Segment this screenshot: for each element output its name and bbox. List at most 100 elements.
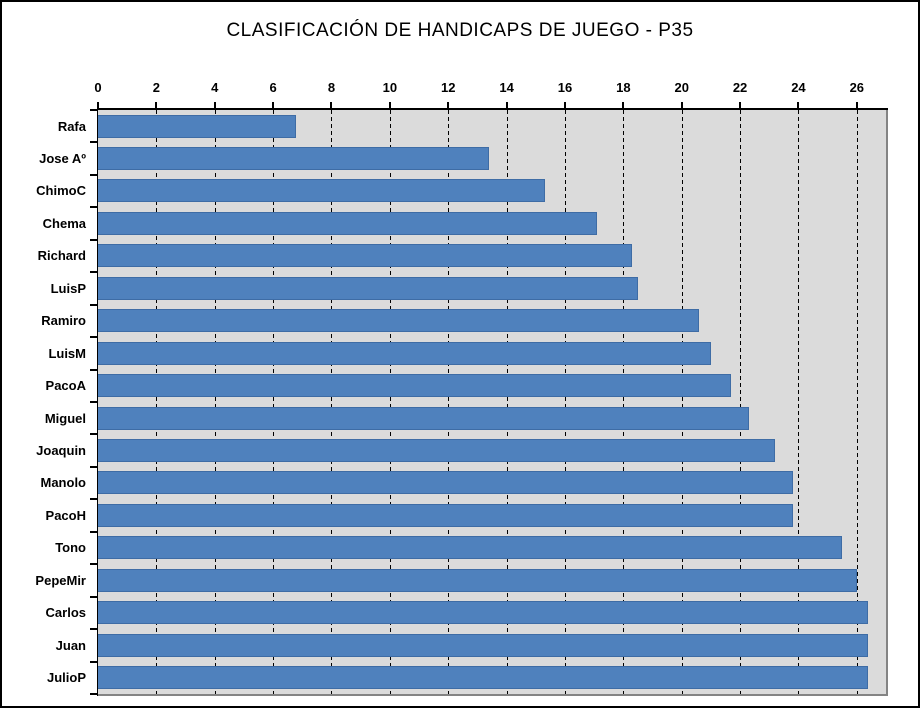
y-axis-tick [90, 238, 97, 241]
x-axis-tick [155, 102, 158, 108]
category-label: Juan [55, 637, 86, 653]
x-axis-tick [739, 102, 742, 108]
y-axis-tick [90, 498, 97, 501]
bar [98, 471, 793, 495]
x-axis-line [97, 108, 888, 110]
x-axis-label: 22 [732, 80, 748, 95]
x-axis-tick [622, 102, 625, 108]
category-label: Joaquin [36, 442, 86, 458]
category-label: JulioP [46, 670, 86, 686]
bar [98, 179, 545, 203]
bar [98, 666, 869, 690]
gridline [798, 110, 800, 694]
category-label: PepeMir [35, 572, 86, 588]
x-axis-label: 10 [382, 80, 398, 95]
x-axis-tick [330, 102, 333, 108]
x-axis-label: 6 [269, 80, 277, 95]
chart-title: CLASIFICACIÓN DE HANDICAPS DE JUEGO - P3… [226, 20, 694, 41]
y-axis-tick [90, 141, 97, 144]
category-label: Manolo [40, 475, 87, 491]
category-label: Ramiro [41, 313, 86, 329]
category-label: Rafa [57, 118, 86, 134]
gridline [273, 110, 275, 694]
bar [98, 211, 598, 235]
y-axis-tick [90, 628, 97, 631]
bar [98, 244, 633, 268]
x-axis-label: 26 [849, 80, 865, 95]
x-axis-label: 14 [499, 80, 514, 95]
category-label: Miguel [44, 410, 86, 426]
x-axis-tick [855, 102, 858, 108]
bar [98, 503, 793, 527]
x-axis-label: 4 [211, 80, 219, 95]
bar [98, 276, 638, 300]
bar [98, 114, 297, 138]
x-axis-tick [447, 102, 450, 108]
bar [98, 146, 490, 170]
x-axis-tick [680, 102, 683, 108]
x-axis-label: 2 [152, 80, 160, 95]
bar [98, 633, 869, 657]
y-axis-tick [90, 660, 97, 663]
gridline [156, 110, 158, 694]
x-axis-label: 20 [674, 80, 689, 95]
x-axis-tick [388, 102, 391, 108]
category-label: Jose Aº [39, 150, 86, 166]
bar [98, 601, 869, 625]
gridline [448, 110, 450, 694]
bar [98, 568, 857, 592]
y-axis-tick [90, 563, 97, 566]
category-label: PacoA [45, 378, 86, 394]
x-axis-tick [213, 102, 216, 108]
x-axis-label: 12 [440, 80, 456, 95]
y-axis-tick [90, 109, 97, 111]
x-axis-label: 0 [94, 80, 102, 95]
y-axis-tick [90, 465, 97, 468]
y-axis-tick [90, 336, 97, 339]
bar [98, 536, 843, 560]
x-axis-tick [272, 102, 275, 108]
category-label: Carlos [45, 605, 86, 621]
x-axis-tick [563, 102, 566, 108]
gridline [506, 110, 508, 694]
category-label: Tono [55, 540, 86, 556]
y-axis-tick [90, 401, 97, 403]
y-axis-tick [90, 530, 97, 533]
x-axis-tick [97, 102, 99, 108]
x-axis-tick [797, 102, 800, 108]
gridline [214, 110, 216, 694]
bar [98, 309, 700, 333]
x-axis-label: 8 [327, 80, 336, 95]
y-axis-tick [90, 595, 97, 598]
plot-area [98, 110, 888, 696]
gridline [331, 110, 333, 694]
gridline [681, 110, 683, 694]
y-axis-tick [90, 368, 97, 371]
y-axis-tick [90, 303, 97, 306]
bar [98, 438, 776, 462]
x-axis-label: 18 [616, 80, 631, 95]
category-label: Chema [42, 215, 86, 231]
x-axis-label: 16 [557, 80, 573, 95]
x-axis-label: 24 [791, 80, 806, 95]
category-label: LuisP [50, 280, 86, 296]
category-label: ChimoC [36, 183, 86, 199]
bar [98, 341, 711, 365]
y-axis-tick [90, 271, 97, 274]
y-axis-tick [90, 206, 97, 209]
bar [98, 406, 749, 430]
gridline [856, 110, 858, 694]
gridline [623, 110, 625, 694]
x-axis-tick [505, 102, 508, 108]
y-axis-tick [90, 693, 97, 695]
y-axis-tick [90, 433, 97, 436]
bar [98, 374, 732, 398]
gridline [564, 110, 566, 694]
gridline [389, 110, 391, 694]
category-label: LuisM [48, 345, 86, 361]
category-label: Richard [37, 248, 86, 264]
gridline [740, 110, 742, 694]
y-axis-tick [90, 173, 97, 176]
category-label: PacoH [45, 507, 86, 523]
